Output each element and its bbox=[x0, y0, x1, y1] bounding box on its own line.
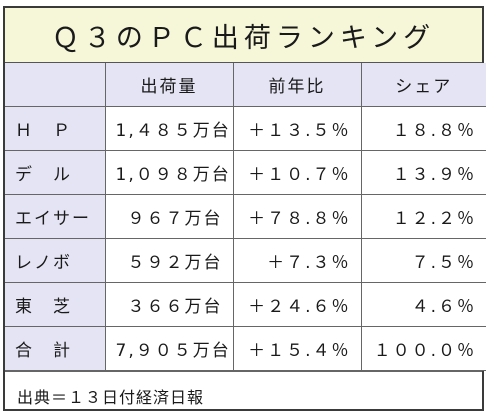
header-corner bbox=[5, 63, 106, 107]
header-row: 出荷量 前年比 シェア bbox=[5, 63, 486, 107]
share-cell: ７.５％ bbox=[360, 238, 486, 283]
share-cell: １３.９％ bbox=[360, 150, 486, 195]
yoy-cell: ＋７.３％ bbox=[232, 238, 362, 283]
table-row: 東 芝 ３６６万台 ＋２４.６％ ４.６％ bbox=[5, 282, 486, 327]
vendor-name: Ｈ Ｐ bbox=[5, 106, 106, 151]
header-yoy: 前年比 bbox=[232, 63, 362, 107]
vendor-name: レノボ bbox=[5, 238, 106, 283]
yoy-cell: ＋１０.７％ bbox=[232, 150, 362, 195]
ranking-table-frame: Ｑ３のＰＣ出荷ランキング 出荷量 前年比 シェア Ｈ Ｐ 1,４８５万台 ＋１３… bbox=[3, 6, 486, 411]
table-row: デ ル 1,０９８万台 ＋１０.７％ １３.９％ bbox=[5, 150, 486, 195]
shipments-cell: 7,９０５万台 bbox=[104, 326, 234, 371]
table-row: レノボ ５９２万台 ＋７.３％ ７.５％ bbox=[5, 238, 486, 283]
header-shipments: 出荷量 bbox=[104, 63, 234, 107]
vendor-name: デ ル bbox=[5, 150, 106, 195]
share-cell: １２.２％ bbox=[360, 194, 486, 239]
table-row: エイサー ９６７万台 ＋７８.８％ １２.２％ bbox=[5, 194, 486, 239]
source-note: 出典＝１３日付経済日報 bbox=[5, 371, 482, 420]
yoy-cell: ＋１５.４％ bbox=[232, 326, 362, 371]
vendor-name: エイサー bbox=[5, 194, 106, 239]
yoy-cell: ＋７８.８％ bbox=[232, 194, 362, 239]
shipments-cell: ５９２万台 bbox=[104, 238, 234, 283]
table-title: Ｑ３のＰＣ出荷ランキング bbox=[5, 8, 482, 63]
shipments-cell: 1,４８５万台 bbox=[104, 106, 234, 151]
total-row: 合 計 7,９０５万台 ＋１５.４％ １００.０％ bbox=[5, 326, 486, 371]
ranking-table: 出荷量 前年比 シェア Ｈ Ｐ 1,４８５万台 ＋１３.５％ １８.８％ デ ル… bbox=[5, 63, 486, 371]
share-cell: １８.８％ bbox=[360, 106, 486, 151]
yoy-cell: ＋１３.５％ bbox=[232, 106, 362, 151]
shipments-cell: ９６７万台 bbox=[104, 194, 234, 239]
total-label: 合 計 bbox=[5, 326, 106, 371]
vendor-name: 東 芝 bbox=[5, 282, 106, 327]
yoy-cell: ＋２４.６％ bbox=[232, 282, 362, 327]
share-cell: ４.６％ bbox=[360, 282, 486, 327]
share-cell: １００.０％ bbox=[360, 326, 486, 371]
table-row: Ｈ Ｐ 1,４８５万台 ＋１３.５％ １８.８％ bbox=[5, 106, 486, 151]
header-share: シェア bbox=[360, 63, 486, 107]
shipments-cell: ３６６万台 bbox=[104, 282, 234, 327]
shipments-cell: 1,０９８万台 bbox=[104, 150, 234, 195]
